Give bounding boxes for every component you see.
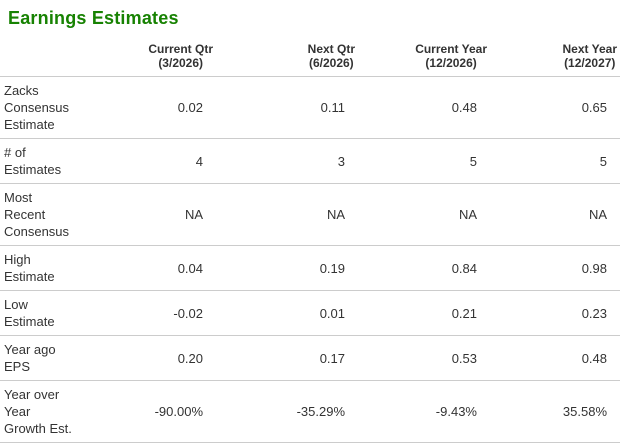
cell-value: 5 (358, 138, 490, 184)
cell-value: 0.11 (216, 76, 358, 139)
cell-value: -9.43% (358, 380, 490, 443)
cell-value: 0.19 (216, 245, 358, 291)
row-label: # of Estimates (0, 138, 74, 184)
column-header-title: Next Qtr (307, 42, 355, 56)
row-label: Most Recent Consensus (0, 183, 74, 246)
cell-value: 0.21 (358, 290, 490, 336)
table-row-year-over-year-growth-est: Year over Year Growth Est. -90.00% -35.2… (0, 380, 620, 443)
cell-value: NA (358, 183, 490, 246)
cell-value: 0.53 (358, 335, 490, 381)
table-row-zacks-consensus-estimate: Zacks Consensus Estimate 0.02 0.11 0.48 … (0, 76, 620, 139)
column-header-title: Current Year (415, 42, 487, 56)
cell-value: 0.48 (358, 76, 490, 139)
row-label: Low Estimate (0, 290, 74, 336)
cell-value: 0.01 (216, 290, 358, 336)
table-row-high-estimate: High Estimate 0.04 0.19 0.84 0.98 (0, 245, 620, 291)
cell-value: -35.29% (216, 380, 358, 443)
page-title: Earnings Estimates (8, 8, 179, 28)
column-header-next-qtr: Next Qtr (6/2026) (216, 42, 358, 77)
cell-value: NA (490, 183, 620, 246)
cell-value: -90.00% (74, 380, 216, 443)
cell-value: 4 (74, 138, 216, 184)
column-header-title: Current Qtr (148, 42, 213, 56)
header-label-spacer (0, 42, 74, 77)
column-header-current-year: Current Year (12/2026) (358, 42, 490, 77)
cell-value: 0.84 (358, 245, 490, 291)
cell-value: -0.02 (74, 290, 216, 336)
cell-value: NA (216, 183, 358, 246)
column-header-title: Next Year (562, 42, 618, 56)
table-row-number-of-estimates: # of Estimates 4 3 5 5 (0, 138, 620, 184)
cell-value: 0.98 (490, 245, 620, 291)
cell-value: 0.17 (216, 335, 358, 381)
cell-value: 0.65 (490, 76, 620, 139)
column-header-period: (12/2026) (425, 56, 477, 70)
earnings-estimates-section: Earnings Estimates Current Qtr (3/2026) (0, 8, 620, 443)
header-row: Current Qtr (3/2026) Next Qtr (6/2026) C… (0, 42, 620, 77)
row-label: Zacks Consensus Estimate (0, 76, 74, 139)
column-header-next-year: Next Year (12/2027) (490, 42, 620, 77)
row-label: Year ago EPS (0, 335, 74, 381)
earnings-estimates-table: Current Qtr (3/2026) Next Qtr (6/2026) C… (0, 42, 620, 443)
column-header-period: (3/2026) (158, 56, 204, 70)
cell-value: 0.20 (74, 335, 216, 381)
cell-value: 0.48 (490, 335, 620, 381)
table-row-low-estimate: Low Estimate -0.02 0.01 0.21 0.23 (0, 290, 620, 336)
cell-value: 0.04 (74, 245, 216, 291)
column-header-current-qtr: Current Qtr (3/2026) (74, 42, 216, 77)
cell-value: 5 (490, 138, 620, 184)
cell-value: 35.58% (490, 380, 620, 443)
column-header-period: (6/2026) (308, 56, 354, 70)
row-label: High Estimate (0, 245, 74, 291)
cell-value: 0.02 (74, 76, 216, 139)
row-label: Year over Year Growth Est. (0, 380, 74, 443)
column-header-period: (12/2027) (564, 56, 616, 70)
table-row-most-recent-consensus: Most Recent Consensus NA NA NA NA (0, 183, 620, 246)
cell-value: NA (74, 183, 216, 246)
cell-value: 0.23 (490, 290, 620, 336)
cell-value: 3 (216, 138, 358, 184)
table-row-year-ago-eps: Year ago EPS 0.20 0.17 0.53 0.48 (0, 335, 620, 381)
